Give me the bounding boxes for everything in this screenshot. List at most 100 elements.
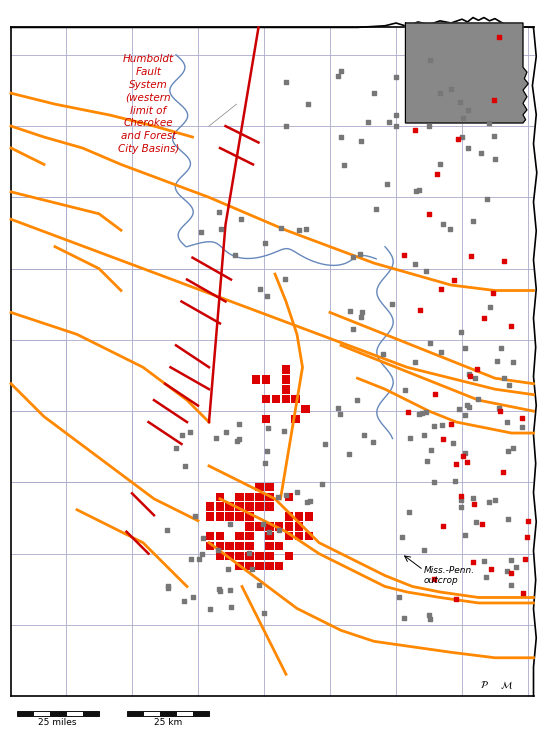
- Point: [485, 118, 494, 130]
- Point: [517, 421, 526, 433]
- Point: [425, 120, 433, 132]
- Point: [411, 124, 420, 135]
- Point: [364, 115, 373, 127]
- Point: [508, 356, 517, 368]
- Point: [430, 388, 439, 400]
- Bar: [275, 522, 283, 531]
- Bar: [292, 395, 300, 403]
- Point: [466, 370, 475, 382]
- Point: [358, 306, 366, 317]
- Bar: [245, 552, 254, 560]
- Point: [504, 514, 513, 525]
- Point: [411, 357, 420, 369]
- Point: [162, 524, 171, 536]
- Bar: [245, 502, 254, 511]
- Bar: [265, 542, 273, 551]
- Bar: [245, 522, 254, 531]
- Point: [349, 323, 358, 334]
- Text: $\mathcal{M}$: $\mathcal{M}$: [499, 679, 513, 691]
- Bar: [262, 395, 270, 403]
- Point: [497, 343, 506, 354]
- Bar: [275, 542, 283, 551]
- Point: [457, 494, 466, 506]
- Point: [494, 403, 503, 414]
- Bar: [192, 711, 209, 716]
- Point: [180, 460, 189, 471]
- Bar: [255, 552, 263, 560]
- Point: [263, 445, 272, 457]
- Point: [337, 131, 345, 143]
- Point: [378, 348, 387, 360]
- Point: [394, 591, 403, 603]
- Point: [491, 153, 499, 165]
- Bar: [245, 562, 254, 570]
- Point: [360, 429, 368, 441]
- Point: [425, 609, 434, 621]
- Bar: [295, 522, 303, 531]
- Point: [481, 571, 490, 582]
- Point: [263, 290, 272, 302]
- Point: [265, 526, 273, 538]
- Bar: [255, 482, 263, 491]
- Bar: [255, 493, 263, 501]
- Point: [429, 420, 438, 432]
- Point: [282, 489, 290, 501]
- Point: [461, 448, 470, 460]
- Point: [503, 565, 512, 577]
- Point: [469, 492, 477, 504]
- Point: [465, 369, 474, 380]
- Bar: [285, 493, 293, 501]
- Point: [261, 457, 270, 469]
- Bar: [226, 502, 234, 511]
- Point: [476, 147, 485, 159]
- Point: [499, 372, 508, 384]
- Bar: [226, 512, 234, 521]
- Point: [421, 265, 430, 277]
- Point: [384, 116, 393, 128]
- Point: [422, 406, 431, 418]
- Bar: [282, 375, 290, 384]
- Point: [469, 556, 477, 568]
- Point: [217, 223, 226, 235]
- Point: [382, 178, 391, 189]
- Bar: [285, 532, 293, 540]
- Bar: [265, 522, 273, 531]
- Point: [469, 215, 477, 227]
- Point: [345, 306, 354, 317]
- Text: $\mathcal{P}$: $\mathcal{P}$: [480, 679, 488, 690]
- Point: [293, 485, 301, 497]
- Point: [336, 408, 344, 420]
- Point: [281, 272, 290, 284]
- Point: [248, 563, 257, 575]
- Bar: [305, 532, 313, 540]
- Point: [494, 31, 503, 43]
- Point: [399, 612, 408, 624]
- Point: [416, 304, 425, 316]
- Bar: [216, 502, 224, 511]
- Point: [303, 496, 312, 508]
- Point: [404, 406, 412, 418]
- Point: [457, 490, 466, 502]
- Point: [197, 226, 206, 238]
- Point: [439, 218, 448, 230]
- Point: [216, 585, 225, 597]
- Point: [461, 530, 470, 542]
- Bar: [235, 502, 244, 511]
- Point: [436, 158, 444, 170]
- Point: [339, 159, 348, 171]
- Point: [455, 96, 464, 108]
- Point: [236, 214, 245, 226]
- Point: [511, 561, 520, 573]
- Point: [304, 98, 312, 110]
- Point: [411, 258, 420, 269]
- Point: [334, 402, 343, 414]
- Bar: [245, 512, 254, 521]
- Point: [214, 584, 223, 596]
- Point: [222, 426, 230, 438]
- Point: [388, 297, 397, 309]
- Bar: [285, 512, 293, 521]
- Point: [231, 249, 240, 261]
- Point: [507, 554, 515, 565]
- Bar: [50, 711, 66, 716]
- Bar: [176, 711, 192, 716]
